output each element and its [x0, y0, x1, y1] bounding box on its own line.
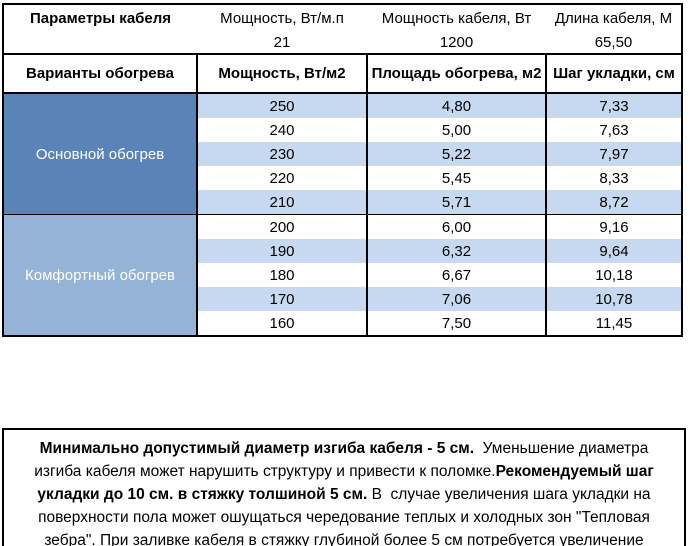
- power-cell: 250: [196, 93, 368, 118]
- col-header-variants: Варианты обогрева: [2, 53, 198, 94]
- table-row: 220 5,45 8,33: [3, 166, 683, 190]
- table-row: 180 6,67 10,18: [3, 263, 683, 287]
- power-cell: 240: [196, 118, 368, 142]
- power-cell: 220: [196, 166, 368, 190]
- step-cell: 7,97: [545, 142, 683, 166]
- area-cell: 4,80: [366, 93, 547, 118]
- note-text-segment: Уменьшение диаметра изгиба кабеля может …: [34, 440, 653, 480]
- cable-params-values-row: 21 1200 65,50: [3, 31, 682, 54]
- area-cell: 7,50: [366, 311, 547, 336]
- table-row: 240 5,00 7,63: [3, 118, 683, 142]
- step-cell: 10,78: [545, 287, 683, 311]
- col-header-cable-power: Мощность кабеля, Вт: [381, 9, 532, 27]
- heating-table-header-row: Варианты обогрева Мощность, Вт/м2 Площад…: [2, 53, 683, 94]
- power-cell: 190: [196, 239, 368, 263]
- step-cell: 10,18: [545, 263, 683, 287]
- step-cell: 9,64: [545, 239, 683, 263]
- area-cell: 5,45: [366, 166, 547, 190]
- area-cell: 6,00: [366, 214, 547, 239]
- table-row: 210 5,71 8,72: [3, 190, 683, 215]
- table-row: Комфортный обогрев 200 6,00 9,16: [3, 214, 683, 336]
- note-text-segment: В случае увеличения шага укладки на пове…: [38, 486, 651, 546]
- col-header-power-per-m: Мощность, Вт/м.п: [220, 9, 344, 27]
- area-cell: 6,32: [366, 239, 547, 263]
- power-cell: 200: [196, 214, 368, 239]
- table-row: 160 7,50 11,45: [3, 311, 683, 336]
- step-cell: 11,45: [545, 311, 683, 336]
- section-label-main-heating: Основной обогрев: [3, 93, 198, 215]
- step-cell: 7,33: [545, 93, 683, 118]
- value-cable-length: 65,50: [594, 33, 633, 51]
- section-label-comfort-heating: Комфортный обогрев: [3, 214, 198, 336]
- col-header-cable-length: Длина кабеля, М: [554, 9, 673, 27]
- value-cable-power: 1200: [439, 33, 474, 51]
- area-cell: 5,22: [366, 142, 547, 166]
- power-cell: 230: [196, 142, 368, 166]
- area-cell: 6,67: [366, 263, 547, 287]
- power-cell: 210: [196, 190, 368, 215]
- step-cell: 9,16: [545, 214, 683, 239]
- value-power-per-m: 21: [273, 33, 291, 51]
- note-bold-segment: Рекомендуемый шаг укладки до 10 см. в ст…: [37, 463, 659, 503]
- col-header-power-m2: Мощность, Вт/м2: [196, 53, 368, 94]
- table-row: 230 5,22 7,97: [3, 142, 683, 166]
- empty-cell: [3, 31, 197, 54]
- cable-params-title: Параметры кабеля: [29, 9, 172, 27]
- power-cell: 160: [196, 311, 368, 336]
- installation-note: Минимально допустимый диаметр изгиба каб…: [2, 428, 686, 546]
- table-row: Основной обогрев 250 4,80 7,33: [3, 93, 683, 215]
- area-cell: 7,06: [366, 287, 547, 311]
- step-cell: 8,33: [545, 166, 683, 190]
- note-bold-segment: Минимально допустимый диаметр изгиба каб…: [39, 440, 475, 457]
- power-cell: 180: [196, 263, 368, 287]
- step-cell: 8,72: [545, 190, 683, 215]
- power-cell: 170: [196, 287, 368, 311]
- heating-cable-table: Параметры кабеля Мощность, Вт/м.п Мощнос…: [2, 3, 683, 337]
- table-row: 190 6,32 9,64: [3, 239, 683, 263]
- area-cell: 5,71: [366, 190, 547, 215]
- step-cell: 7,63: [545, 118, 683, 142]
- area-cell: 5,00: [366, 118, 547, 142]
- col-header-step: Шаг укладки, см: [545, 53, 683, 94]
- col-header-area: Площадь обогрева, м2: [366, 53, 547, 94]
- cable-params-header-row: Параметры кабеля Мощность, Вт/м.п Мощнос…: [3, 4, 682, 31]
- table-row: 170 7,06 10,78: [3, 287, 683, 311]
